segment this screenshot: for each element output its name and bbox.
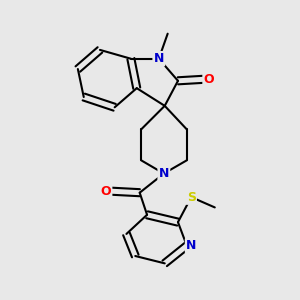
Text: S: S	[187, 190, 196, 204]
Text: O: O	[204, 73, 214, 86]
Text: N: N	[159, 167, 169, 180]
Text: N: N	[186, 239, 196, 252]
Text: O: O	[100, 185, 111, 198]
Text: N: N	[154, 52, 164, 65]
